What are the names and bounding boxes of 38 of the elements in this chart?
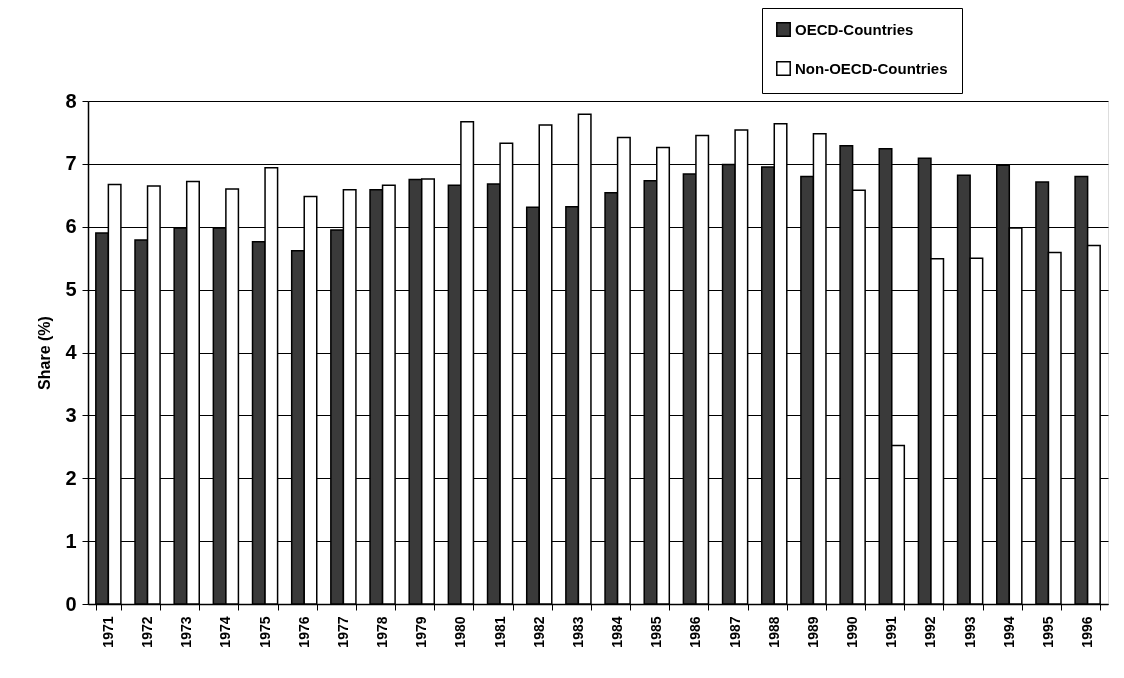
x-tick-label: 1973 [178,616,195,648]
x-tick-label: 1992 [922,616,939,648]
y-tick-label: 3 [65,403,77,426]
x-tick-label: 1987 [726,616,743,648]
legend-label: Non-OECD-Countries [795,59,948,77]
x-tick-label: 1995 [1039,616,1056,648]
x-tick-label: 1981 [491,616,508,648]
x-tick-label: 1982 [530,616,547,648]
y-tick-label: 5 [65,278,77,301]
x-tick-label: 1978 [374,616,391,648]
y-tick-label: 6 [65,215,77,238]
y-tick-label: 2 [65,466,77,489]
x-tick-label: 1974 [217,616,234,648]
y-tick-label: 4 [65,341,78,363]
x-tick-label: 1979 [413,616,430,648]
x-tick-label: 1984 [609,616,626,648]
x-tick-label: 1996 [1079,616,1096,648]
x-tick-label: 1971 [99,616,116,648]
y-tick-label: 8 [65,89,77,112]
x-tick-label: 1975 [256,616,273,648]
x-tick-label: 1976 [295,616,312,648]
x-tick-label: 1983 [569,616,586,648]
y-axis-title: Share (%) [36,316,54,390]
x-tick-label: 1980 [452,616,469,648]
x-tick-label: 1985 [648,616,665,648]
legend-label: OECD-Countries [795,20,914,38]
x-tick-label: 1977 [334,616,351,648]
x-tick-label: 1988 [765,616,782,648]
x-tick-label: 1986 [687,616,704,648]
x-tick-label: 1991 [883,616,900,648]
x-tick-label: 1972 [139,616,156,648]
x-tick-label: 1994 [1000,616,1017,648]
x-tick-label: 1990 [844,616,861,648]
y-tick-label: 0 [65,592,77,615]
y-tick-label: 7 [65,152,77,175]
x-tick-label: 1989 [804,616,821,648]
y-tick-label: 1 [65,529,77,552]
x-tick-label: 1993 [961,616,978,648]
